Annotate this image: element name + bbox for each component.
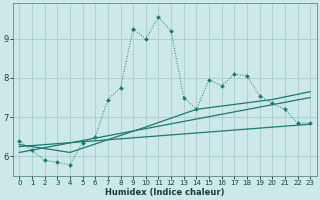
X-axis label: Humidex (Indice chaleur): Humidex (Indice chaleur): [105, 188, 225, 197]
